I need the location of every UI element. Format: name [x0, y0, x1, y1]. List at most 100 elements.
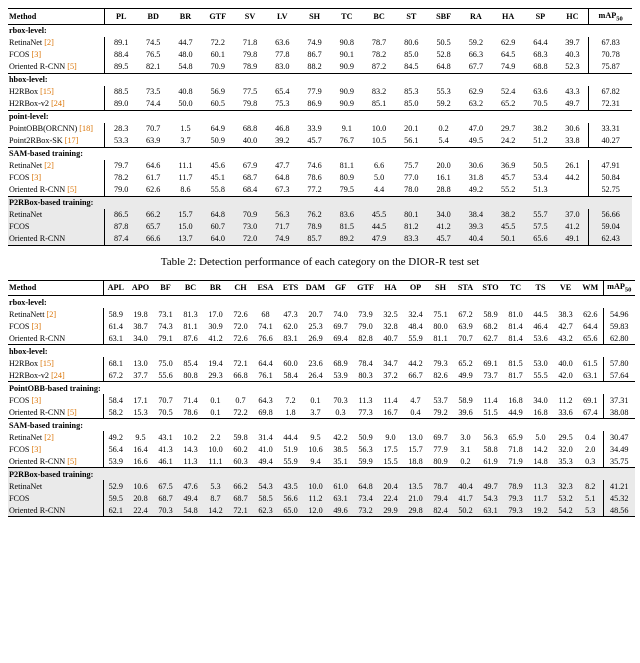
value-cell: 46.4 — [528, 320, 553, 332]
value-cell: 24.2 — [492, 135, 524, 148]
value-cell: 62.7 — [478, 332, 503, 345]
value-cell: 51.3 — [524, 184, 556, 197]
value-cell: 53.9 — [328, 369, 353, 382]
value-cell: 60.0 — [278, 357, 303, 369]
value-cell: 81.5 — [331, 221, 363, 233]
value-cell: 54.96 — [603, 308, 635, 320]
method-cell: Point2RBox-SK [17] — [8, 135, 105, 148]
value-cell: 43.3 — [557, 86, 589, 98]
value-cell: 38.7 — [128, 320, 153, 332]
value-cell: 38.3 — [553, 308, 578, 320]
bottom-table: MethodAPLAPOBFBCBRCHESAETSDAMGFGTFHAOPSH… — [8, 280, 635, 518]
method-cell: Oriented R-CNN [5] — [8, 406, 103, 419]
value-cell: 44.9 — [503, 406, 528, 419]
value-cell: 79.4 — [428, 492, 453, 504]
value-cell: 64.6 — [137, 160, 169, 172]
value-cell: 87.8 — [105, 221, 137, 233]
value-cell: 29.3 — [203, 369, 228, 382]
method-cell: FCOS — [8, 492, 103, 504]
value-cell: 39.3 — [460, 221, 492, 233]
value-cell: 69.4 — [328, 332, 353, 345]
value-cell: 9.1 — [331, 123, 363, 135]
value-cell: 81.4 — [503, 332, 528, 345]
value-cell: 45.6 — [202, 160, 234, 172]
value-cell: 83.3 — [395, 233, 427, 246]
value-cell: 19.2 — [528, 504, 553, 517]
value-cell: 15.0 — [169, 221, 201, 233]
value-cell: 54.3 — [478, 492, 503, 504]
method-cell: RetinaNet [2] — [8, 160, 105, 172]
value-cell: 90.9 — [331, 86, 363, 98]
value-cell: 83.0 — [266, 61, 298, 74]
value-cell: 16.8 — [503, 394, 528, 406]
value-cell: 41.21 — [603, 480, 635, 492]
value-cell: 80.9 — [428, 455, 453, 468]
value-cell: 38.4 — [460, 209, 492, 221]
value-cell: 56.4 — [103, 443, 128, 455]
value-cell: 89.1 — [105, 37, 137, 49]
value-cell: 85.3 — [395, 86, 427, 98]
value-cell: 48.0 — [169, 49, 201, 61]
value-cell: 12.0 — [303, 504, 328, 517]
value-cell: 5.4 — [427, 135, 459, 148]
value-cell: 65.9 — [503, 431, 528, 443]
value-cell: 75.87 — [589, 61, 632, 74]
value-cell: 55.8 — [202, 184, 234, 197]
value-cell: 81.0 — [503, 308, 528, 320]
value-cell: 49.4 — [253, 455, 278, 468]
method-cell: FCOS [3] — [8, 443, 103, 455]
col-header: HA — [492, 9, 524, 25]
value-cell: 32.0 — [553, 443, 578, 455]
value-cell: 53.6 — [528, 332, 553, 345]
value-cell: 63.1 — [578, 369, 603, 382]
value-cell: 15.3 — [128, 406, 153, 419]
method-cell: FCOS — [8, 221, 105, 233]
value-cell: 2.2 — [203, 431, 228, 443]
value-cell: 14.2 — [203, 504, 228, 517]
value-cell: 65.0 — [278, 504, 303, 517]
value-cell: 15.7 — [169, 209, 201, 221]
value-cell: 50.1 — [492, 233, 524, 246]
value-cell: 76.1 — [253, 369, 278, 382]
value-cell: 37.7 — [128, 369, 153, 382]
value-cell: 5.0 — [363, 172, 395, 184]
value-cell: 66.8 — [228, 369, 253, 382]
value-cell: 55.9 — [403, 332, 428, 345]
value-cell: 72.31 — [589, 98, 632, 111]
value-cell: 62.9 — [460, 86, 492, 98]
value-cell: 25.3 — [303, 320, 328, 332]
value-cell: 67.83 — [589, 37, 632, 49]
value-cell: 57.5 — [524, 221, 556, 233]
method-cell: FCOS [3] — [8, 394, 103, 406]
value-cell: 50.9 — [353, 431, 378, 443]
value-cell: 37.0 — [557, 209, 589, 221]
value-cell: 83.1 — [278, 332, 303, 345]
value-cell: 60.3 — [228, 455, 253, 468]
value-cell: 56.3 — [353, 443, 378, 455]
value-cell: 59.8 — [228, 431, 253, 443]
col-header: DAM — [303, 280, 328, 296]
value-cell: 62.9 — [492, 37, 524, 49]
value-cell: 78.7 — [363, 37, 395, 49]
value-cell: 86.5 — [105, 209, 137, 221]
value-cell: 40.0 — [234, 135, 266, 148]
value-cell: 65.2 — [453, 357, 478, 369]
value-cell: 52.8 — [427, 49, 459, 61]
value-cell: 0.1 — [203, 394, 228, 406]
value-cell: 47.91 — [589, 160, 632, 172]
value-cell: 44.5 — [363, 221, 395, 233]
value-cell: 41.2 — [557, 221, 589, 233]
value-cell: 26.1 — [557, 160, 589, 172]
col-header: Method — [8, 280, 103, 296]
value-cell: 51.9 — [278, 443, 303, 455]
value-cell: 11.3 — [353, 394, 378, 406]
value-cell: 85.4 — [178, 357, 203, 369]
value-cell: 89.5 — [105, 61, 137, 74]
value-cell: 50.0 — [169, 98, 201, 111]
value-cell: 11.7 — [528, 492, 553, 504]
value-cell: 65.6 — [524, 233, 556, 246]
value-cell: 8.2 — [578, 480, 603, 492]
value-cell: 82.6 — [428, 369, 453, 382]
value-cell: 11.4 — [378, 394, 403, 406]
value-cell: 55.5 — [528, 369, 553, 382]
